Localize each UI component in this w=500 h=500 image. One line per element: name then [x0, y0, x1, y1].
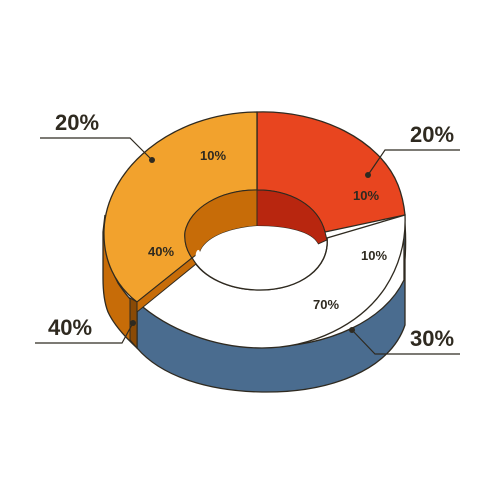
slice-value-label: 10% — [353, 188, 379, 203]
callout-line — [351, 329, 460, 355]
callout-label: 30% — [410, 326, 454, 351]
callout-dot — [130, 320, 136, 326]
callout-label: 20% — [55, 110, 99, 135]
callout-line — [35, 322, 134, 344]
callout-label: 40% — [48, 315, 92, 340]
slice-value-label: 10% — [200, 148, 226, 163]
hole-floor — [195, 226, 320, 290]
slice-value-label: 10% — [361, 248, 387, 263]
slice-value-label: 40% — [148, 244, 174, 259]
callout-layer: 20% 20% 40% 30% — [35, 110, 460, 355]
callout-dot — [365, 172, 371, 178]
side-wall-blue — [136, 212, 407, 393]
donut-group — [102, 111, 407, 393]
slice-label-layer: 10% 10% 70% 40% 10% — [148, 148, 387, 312]
callout-dot — [149, 157, 155, 163]
callout-dot — [349, 327, 355, 333]
callout-line — [40, 137, 153, 161]
slice-value-label: 70% — [313, 297, 339, 312]
callout-line — [367, 149, 460, 176]
hole-edge — [191, 237, 328, 291]
callout-label: 20% — [410, 122, 454, 147]
